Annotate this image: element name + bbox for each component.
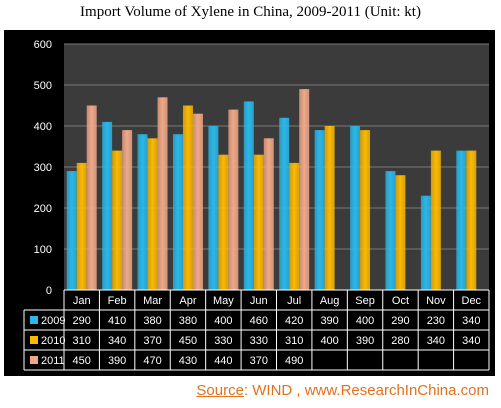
data-label-2009: 400 <box>214 315 232 327</box>
data-label-2009: 420 <box>285 315 303 327</box>
data-label-2009: 380 <box>143 315 161 327</box>
data-label-2010: 450 <box>179 335 197 347</box>
data-label-2009: 230 <box>427 315 445 327</box>
bar-2009-Jan <box>66 171 77 290</box>
x-tick-label: May <box>213 295 234 307</box>
data-label-2010: 340 <box>108 335 126 347</box>
data-label-2009: 380 <box>179 315 197 327</box>
data-label-2010: 340 <box>427 335 445 347</box>
data-label-2011: 470 <box>143 355 161 367</box>
bar-2009-Aug <box>314 130 325 290</box>
y-tick-label: 0 <box>46 285 52 297</box>
bar-2009-Feb <box>102 121 113 291</box>
data-label-2010: 310 <box>73 335 91 347</box>
x-tick-label: Oct <box>392 295 409 307</box>
bar-2010-Feb <box>112 150 123 290</box>
bar-2009-May <box>208 126 219 290</box>
bar-2010-Jul <box>289 162 300 290</box>
bar-2009-Oct <box>385 171 396 290</box>
bar-2010-Apr <box>182 105 193 290</box>
y-tick-label: 300 <box>34 162 52 174</box>
x-tick-label: Dec <box>462 295 482 307</box>
bar-2010-May <box>218 154 229 290</box>
x-tick-label: Aug <box>320 295 340 307</box>
data-label-2011: 450 <box>73 355 91 367</box>
data-label-2010: 390 <box>356 335 374 347</box>
bar-2010-Jun <box>253 154 264 290</box>
bar-2009-Nov <box>420 195 431 290</box>
chart-svg: 0 100 200 300 400 500 600 Jan Feb Mar Apr May Jun Jul… <box>23 39 490 371</box>
x-tick-label: Feb <box>108 295 127 307</box>
data-label-2010: 280 <box>391 335 409 347</box>
legend-swatch-2010 <box>30 336 38 344</box>
x-tick-label: Nov <box>426 295 446 307</box>
bar-2009-Sep <box>350 126 361 290</box>
data-label-2009: 390 <box>320 315 338 327</box>
bar-2009-Mar <box>137 134 148 290</box>
bar-2011-Feb <box>122 130 133 290</box>
x-tick-label: Jun <box>250 295 268 307</box>
data-label-2011: 390 <box>108 355 126 367</box>
chart-title: Import Volume of Xylene in China, 2009-2… <box>80 4 421 20</box>
data-label-2010: 330 <box>250 335 268 347</box>
bar-2011-Mar <box>157 97 168 290</box>
data-label-2010: 310 <box>285 335 303 347</box>
bar-2011-Jun <box>263 138 274 290</box>
data-label-2011: 490 <box>285 355 303 367</box>
legend-label-2011: 2011 <box>41 355 65 367</box>
data-label-2009: 460 <box>250 315 268 327</box>
bar-2010-Jan <box>76 162 87 290</box>
bar-2010-Nov <box>430 150 441 290</box>
data-label-2009: 290 <box>391 315 409 327</box>
x-tick-label: Jan <box>73 295 91 307</box>
x-tick-label: Mar <box>143 295 162 307</box>
bar-2010-Mar <box>147 138 158 290</box>
data-label-2010: 330 <box>214 335 232 347</box>
data-label-2009: 340 <box>462 315 480 327</box>
bar-2011-Jan <box>86 105 97 290</box>
bar-2009-Jun <box>243 101 254 291</box>
y-tick-label: 100 <box>34 244 52 256</box>
x-tick-label: Apr <box>179 295 196 307</box>
x-tick-label: Sep <box>355 295 375 307</box>
bar-2009-Dec <box>456 150 467 290</box>
bar-2011-Jul <box>299 89 310 290</box>
data-label-2009: 290 <box>73 315 91 327</box>
bar-2010-Dec <box>466 150 477 290</box>
data-label-2011: 430 <box>179 355 197 367</box>
bar-2009-Apr <box>172 134 183 290</box>
y-tick-label: 600 <box>34 39 52 51</box>
bar-2010-Oct <box>395 175 406 290</box>
bar-2011-Apr <box>192 113 203 290</box>
y-tick-label: 400 <box>34 121 52 133</box>
source-label[interactable]: Source <box>196 382 244 399</box>
bar-2010-Sep <box>360 130 371 290</box>
source-line: Source: WIND , www.ResearchInChina.com <box>196 382 489 399</box>
bar-2009-Jul <box>279 117 290 290</box>
data-label-2011: 440 <box>214 355 232 367</box>
chart-area: 0 100 200 300 400 500 600 Jan Feb Mar Apr May Jun Jul… <box>4 30 495 376</box>
data-label-2011: 370 <box>250 355 268 367</box>
data-label-2010: 370 <box>143 335 161 347</box>
legend-swatch-2009 <box>30 316 38 324</box>
legend-swatch-2011 <box>30 356 38 364</box>
data-label-2009: 410 <box>108 315 126 327</box>
bar-2010-Aug <box>324 126 335 290</box>
source-text: : WIND , www.ResearchInChina.com <box>243 382 489 399</box>
x-tick-label: Jul <box>287 295 301 307</box>
legend-label-2010: 2010 <box>41 335 65 347</box>
legend-label-2009: 2009 <box>41 315 65 327</box>
data-label-2010: 340 <box>462 335 480 347</box>
y-tick-label: 200 <box>34 203 52 215</box>
y-tick-label: 500 <box>34 80 52 92</box>
data-label-2009: 400 <box>356 315 374 327</box>
bar-2011-May <box>228 109 239 290</box>
data-label-2010: 400 <box>320 335 338 347</box>
